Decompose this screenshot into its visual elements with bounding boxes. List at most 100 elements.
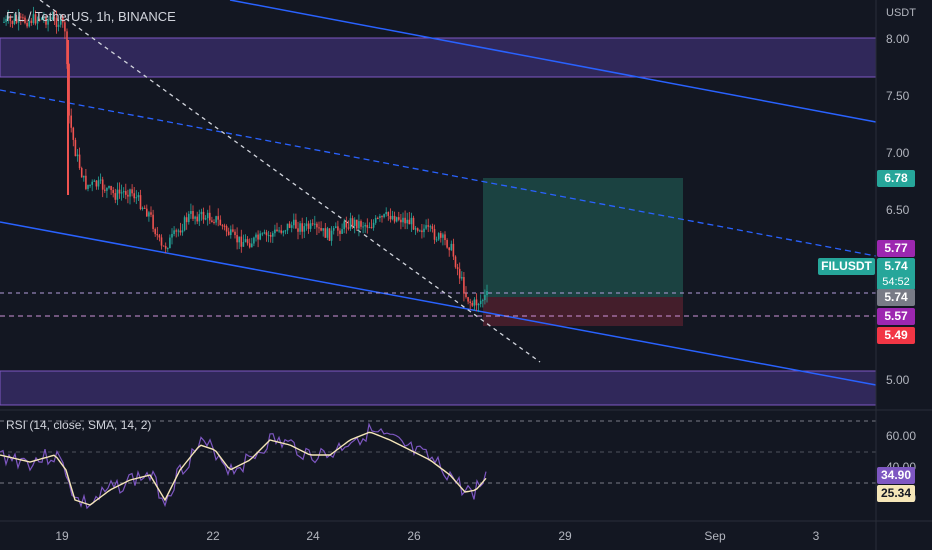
candle-body [370, 227, 373, 229]
candle-body [454, 256, 457, 268]
candle-body [15, 18, 18, 23]
candle-body [469, 301, 471, 303]
candle-body [181, 230, 184, 233]
support-zone[interactable] [0, 370, 877, 406]
channel-upper-line[interactable] [229, 0, 877, 123]
candle-body [108, 185, 110, 188]
candle-body [112, 190, 114, 194]
candlestick-series [3, 6, 488, 313]
candle-body [28, 20, 30, 27]
profit-zone[interactable] [483, 178, 683, 297]
candle-body [475, 299, 478, 306]
candle-body [101, 179, 104, 190]
candle-body [234, 231, 236, 236]
candle-body [263, 232, 266, 234]
candle-body [286, 223, 289, 231]
candle-body [38, 19, 41, 21]
candle-body [461, 277, 463, 279]
loss-zone[interactable] [483, 297, 683, 326]
candle-body [486, 291, 488, 296]
candle-body [97, 180, 100, 187]
candle-body [127, 194, 129, 197]
time-tick-29: 29 [558, 529, 572, 543]
candle-body [311, 223, 314, 225]
candle-body [471, 302, 474, 306]
candle-body [452, 243, 455, 257]
rsi-ma-line[interactable] [0, 431, 487, 506]
candle-body [53, 17, 56, 19]
candle-body [118, 189, 121, 194]
candle-body [114, 193, 117, 200]
candle-body [49, 19, 51, 21]
descending-trendline[interactable] [39, 0, 541, 363]
candle-body [458, 268, 461, 279]
candle-body [446, 240, 448, 248]
candle-body [318, 227, 320, 229]
candle-body [410, 217, 413, 225]
resistance-zone[interactable] [0, 37, 877, 78]
candle-body [3, 21, 5, 23]
candle-body [314, 223, 316, 225]
candle-body [301, 223, 303, 232]
candle-body [133, 193, 135, 199]
symbol-title[interactable]: FIL / TetherUS, 1h, BINANCE [6, 9, 176, 24]
candle-body [125, 191, 127, 195]
candle-body [416, 228, 419, 231]
candle-body [116, 189, 119, 200]
candle-body [328, 228, 331, 241]
candle-body [259, 233, 261, 240]
rsi-indicator-label[interactable]: RSI (14, close, SMA, 14, 2) [6, 418, 152, 432]
candle-body [202, 211, 205, 220]
candle-body [421, 230, 423, 233]
candle-body [45, 17, 47, 25]
candle-body [479, 300, 482, 304]
candle-body [175, 230, 177, 232]
candle-body [110, 185, 112, 191]
lower-level-badge: 5.57 [877, 308, 915, 325]
candle-body [293, 219, 295, 226]
candle-body [377, 217, 379, 219]
candle-body [444, 234, 446, 241]
candle-body [183, 217, 186, 231]
candle-body [22, 17, 24, 19]
candle-body [276, 229, 278, 232]
candle-body [467, 297, 469, 302]
candle-body [148, 212, 150, 217]
bar-countdown: 54:52 [882, 276, 910, 288]
candle-body [34, 14, 37, 24]
candle-body [337, 226, 339, 231]
candle-body [379, 216, 381, 219]
candle-body [47, 19, 49, 25]
candle-body [353, 219, 356, 226]
channel-mid-line[interactable] [0, 89, 877, 257]
candle-body [473, 299, 476, 306]
candle-body [198, 214, 201, 222]
candle-body [366, 225, 369, 228]
candle-body [74, 139, 77, 157]
candle-body [24, 17, 26, 24]
candle-body [200, 211, 203, 215]
candle-body [204, 218, 207, 220]
candle-body [358, 221, 360, 229]
candle-body [162, 245, 165, 247]
candle-body [398, 217, 400, 220]
candle-body [221, 225, 224, 227]
candle-body [240, 236, 243, 247]
candle-body [213, 221, 215, 223]
candle-body [383, 214, 385, 218]
candle-body [185, 217, 188, 223]
rsi-line[interactable] [0, 422, 487, 510]
candle-body [374, 217, 377, 223]
candle-body [146, 208, 148, 217]
candle-body [17, 16, 20, 23]
candle-body [387, 212, 390, 216]
candle-body [59, 17, 62, 25]
price-tick-7: 7.00 [886, 146, 910, 160]
candle-body [385, 212, 387, 215]
candle-body [43, 17, 45, 19]
candle-body [236, 235, 238, 243]
channel-lower-line[interactable] [0, 221, 877, 386]
candle-body [322, 228, 324, 231]
